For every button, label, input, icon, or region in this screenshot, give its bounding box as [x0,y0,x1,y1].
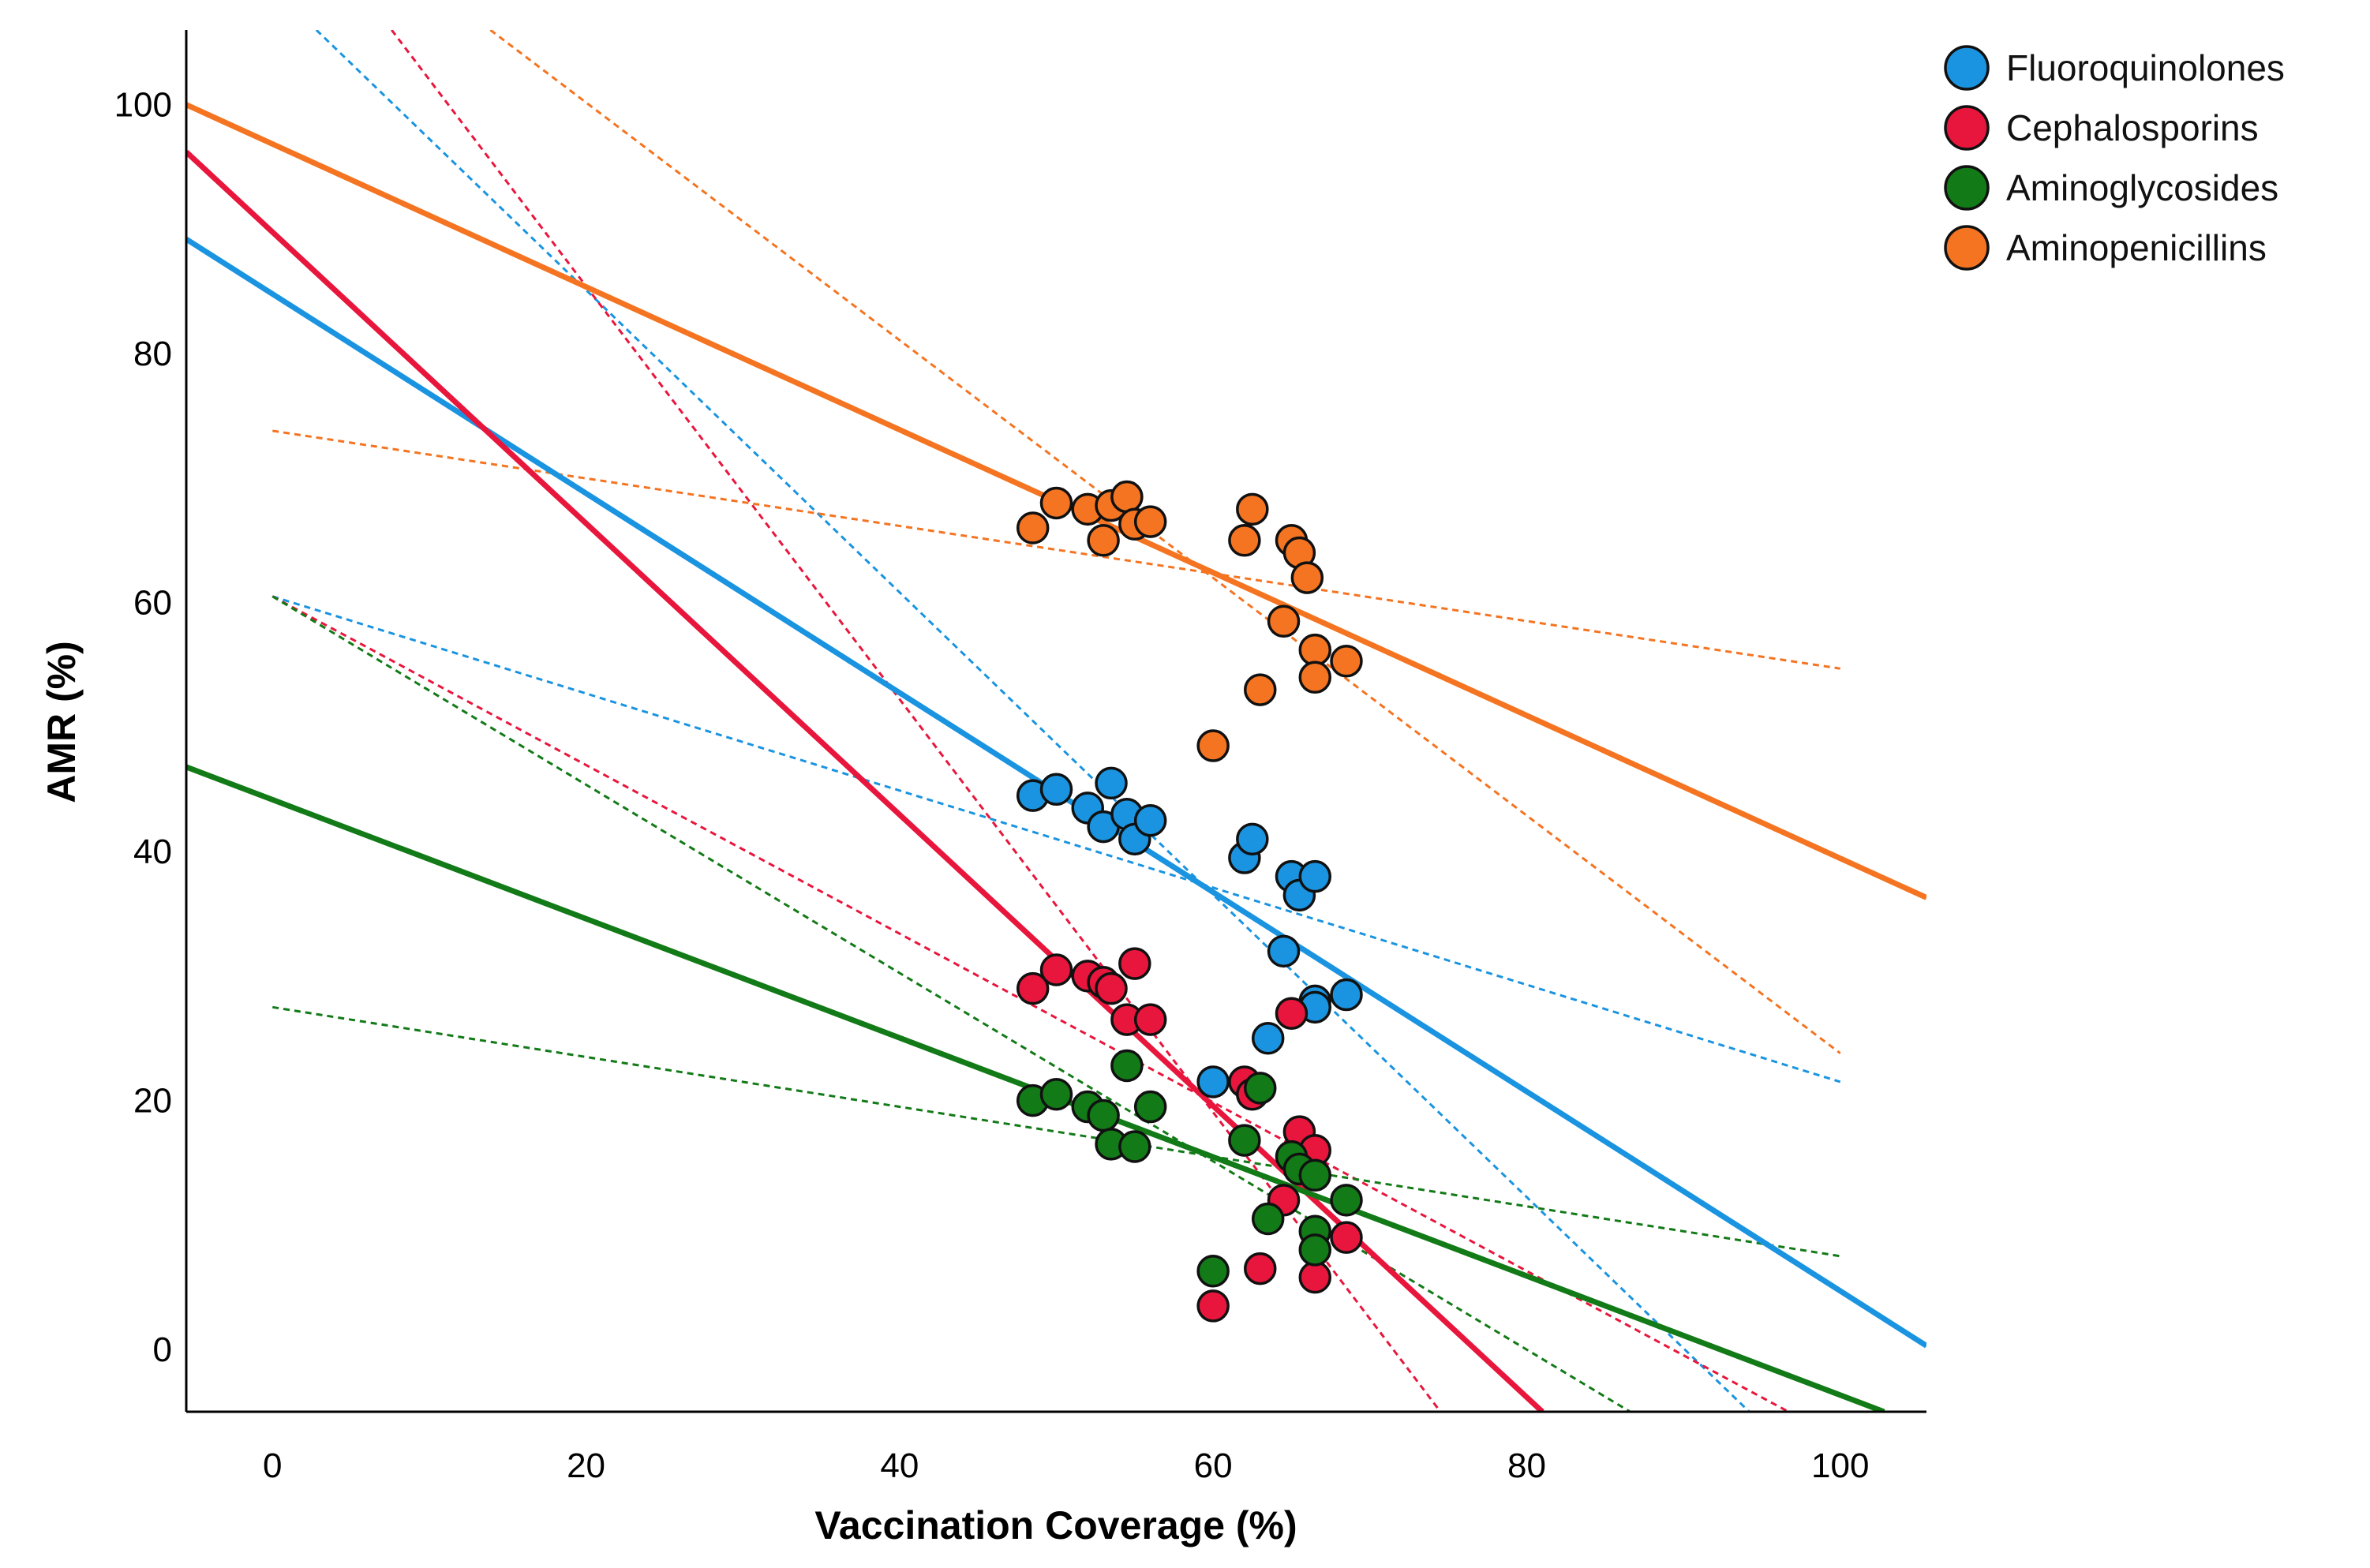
cephalosporins-ci-line [391,30,1442,1412]
aminopenicillins-point [1039,486,1073,520]
aminopenicillins-point [1196,729,1230,762]
cephalosporins-point [1196,1289,1230,1323]
y-tick-label: 0 [153,1330,172,1369]
legend-label-aminopenicillins: Aminopenicillins [2006,227,2267,268]
aminopenicillins-point [1087,524,1120,557]
aminoglycosides-point [1118,1130,1151,1163]
aminoglycosides-point [1298,1233,1332,1267]
fit-lines-layer [186,102,1926,1412]
fluoroquinolones-ci-line [271,595,1841,1083]
cephalosporins-fit-line [186,150,1544,1412]
cephalosporins-point [1330,1221,1363,1254]
aminopenicillins-point [1330,645,1363,678]
legend-label-fluoroquinolones: Fluoroquinolones [2006,47,2285,88]
legend-marker-cephalosporins [1944,105,1990,151]
cephalosporins-point [1243,1252,1277,1285]
legend-marker-aminopenicillins [1944,225,1990,271]
aminopenicillins-point [1110,480,1144,514]
aminopenicillins-point [1298,633,1332,667]
legend-marker-aminoglycosides [1944,165,1990,211]
cephalosporins-point [1118,947,1151,980]
fluoroquinolones-point [1236,822,1269,856]
aminopenicillins-point [1267,604,1301,638]
fluoroquinolones-point [1133,803,1167,837]
aminoglycosides-point [1243,1072,1277,1105]
aminopenicillins-point [1016,511,1050,544]
cephalosporins-point [1095,971,1128,1005]
y-tick-label: 20 [133,1082,172,1121]
aminoglycosides-ci-line [272,1005,1840,1258]
x-tick-label: 60 [1194,1446,1233,1485]
legend-label-cephalosporins: Cephalosporins [2006,107,2259,148]
fluoroquinolones-ci-line [315,30,1750,1412]
cephalosporins-point [1275,997,1309,1030]
y-tick-label: 40 [133,833,172,871]
aminoglycosides-point [1039,1077,1073,1111]
cephalosporins-point [1016,971,1050,1005]
aminoglycosides-point [1110,1049,1144,1083]
fluoroquinolones-point [1095,766,1128,800]
cephalosporins-point [1133,1003,1167,1036]
aminoglycosides-point [1228,1124,1261,1157]
legend-label-aminoglycosides: Aminoglycosides [2006,167,2278,208]
aminopenicillins-point [1236,492,1269,526]
x-tick-label: 0 [263,1446,282,1485]
x-tick-label: 80 [1507,1446,1546,1485]
fluoroquinolones-point [1039,773,1073,806]
aminopenicillins-point [1298,661,1332,694]
aminopenicillins-point [1243,673,1277,706]
legend-marker-fluoroquinolones [1944,45,1990,91]
y-tick-label: 60 [133,584,172,623]
x-tick-label: 100 [1811,1446,1869,1485]
x-tick-label: 20 [567,1446,605,1485]
aminoglycosides-point [1251,1202,1285,1236]
x-tick-label: 40 [880,1446,919,1485]
data-points-layer [1016,480,1363,1323]
aminopenicillins-point [1290,561,1324,594]
aminopenicillins-point [1133,505,1167,538]
fluoroquinolones-point [1298,859,1332,893]
legend: Fluoroquinolones Cephalosporins Aminoglyco… [1944,45,2285,271]
aminoglycosides-point [1196,1254,1230,1288]
aminoglycosides-point [1133,1090,1167,1124]
y-tick-label: 80 [133,335,172,373]
fluoroquinolones-point [1196,1065,1230,1098]
fluoroquinolones-point [1267,934,1301,968]
y-tick-label: 100 [114,86,172,125]
aminoglycosides-point [1330,1184,1363,1217]
x-axis-title: Vaccination Coverage (%) [814,1503,1297,1547]
cephalosporins-point [1039,953,1073,986]
fluoroquinolones-point [1330,978,1363,1012]
tick-labels-layer: 0 20 40 60 80 100 0 20 40 60 80 100 [114,86,1870,1485]
aminopenicillins-ci-line [489,30,1841,1054]
axes [185,30,1926,1413]
cephalosporins-point [1298,1260,1332,1294]
y-axis-title: AMR (%) [39,641,84,803]
aminopenicillins-point [1228,524,1261,557]
aminoglycosides-point [1087,1098,1120,1132]
aminopenicillins-ci-line [272,429,1840,670]
aminoglycosides-point [1298,1158,1332,1192]
fluoroquinolones-point [1251,1022,1285,1055]
aminoglycosides-ci-line [271,595,1631,1412]
confidence-lines-layer [271,30,1841,1412]
